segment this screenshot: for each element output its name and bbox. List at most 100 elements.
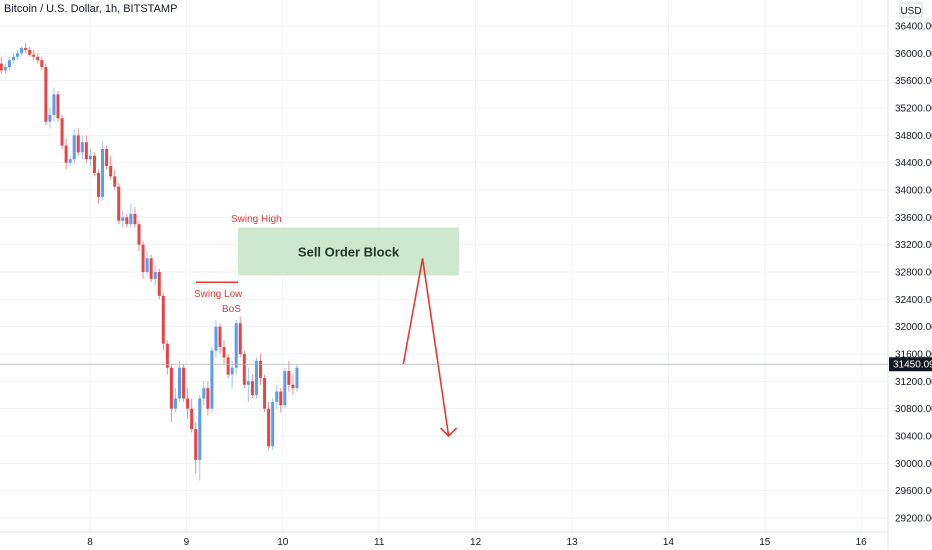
order-block-zone: Sell Order Block	[238, 227, 459, 276]
last-price-marker: 31450.09	[0, 357, 932, 372]
candle-body	[230, 367, 234, 375]
candle-body	[48, 114, 52, 122]
candle-body	[24, 47, 28, 50]
candle-body	[291, 384, 295, 389]
candle-body	[88, 155, 92, 160]
price-tick-label: 31200.00	[895, 377, 932, 388]
time-tick-label: 13	[566, 537, 578, 548]
swing-low-label: Swing Low	[194, 289, 243, 300]
candle-body	[186, 398, 190, 409]
price-tick-label: 30000.00	[895, 459, 932, 470]
candle-body	[198, 398, 202, 460]
candle-body	[182, 367, 186, 399]
candle-body	[206, 388, 210, 409]
candle-body	[72, 135, 76, 160]
price-tick-label: 33200.00	[895, 240, 932, 251]
candle-body	[44, 67, 48, 122]
candle-body	[165, 343, 169, 368]
price-tick-label: 32000.00	[895, 322, 932, 333]
candle-body	[214, 326, 218, 351]
candle-body	[11, 56, 15, 61]
candle-body	[129, 213, 133, 225]
candle-body	[137, 224, 141, 245]
candle-body	[263, 377, 267, 409]
candle-body	[222, 347, 226, 358]
candle-body	[250, 381, 254, 395]
price-tick-label: 32400.00	[895, 295, 932, 306]
last-price-badge	[889, 357, 932, 372]
candle-body	[101, 149, 105, 197]
candle-body	[287, 371, 291, 385]
candle-body	[20, 47, 24, 54]
currency-label: USD	[900, 6, 921, 17]
time-tick-label: 16	[856, 537, 868, 548]
swing-high-label: Swing High	[231, 214, 282, 225]
candle-body	[117, 186, 121, 221]
candle-body	[84, 142, 88, 160]
candle-body	[157, 272, 161, 296]
price-tick-label: 36000.00	[895, 49, 932, 60]
candle-body	[267, 408, 271, 447]
grid	[0, 0, 888, 532]
candle-body	[68, 159, 72, 163]
time-tick-label: 15	[759, 537, 771, 548]
candle-body	[0, 63, 3, 71]
price-tick-label: 34400.00	[895, 158, 932, 169]
candle-body	[259, 360, 263, 378]
candle-body	[28, 49, 32, 55]
candle-body	[295, 367, 299, 389]
price-tick-label: 30800.00	[895, 404, 932, 415]
time-tick-label: 8	[87, 537, 93, 548]
price-tick-label: 35200.00	[895, 104, 932, 115]
candle-body	[7, 60, 11, 67]
order-block-label: Sell Order Block	[298, 245, 400, 260]
annotations: Swing High Swing Low BoS	[194, 214, 458, 438]
projection-line	[402, 258, 450, 437]
candle-body	[238, 323, 242, 354]
price-tick-label: 34800.00	[895, 131, 932, 142]
order-block-rect	[238, 227, 459, 276]
last-price-label: 31450.09	[893, 360, 932, 371]
candle-body	[210, 350, 214, 409]
candle-body	[246, 381, 250, 385]
candle-body	[283, 371, 287, 406]
candle-body	[190, 408, 194, 430]
price-tick-label: 35600.00	[895, 76, 932, 87]
currency-badge[interactable]	[899, 2, 923, 18]
price-tick-label: 31600.00	[895, 350, 932, 361]
candle-body	[16, 53, 20, 57]
candle-body	[153, 272, 157, 279]
candle-body	[56, 94, 60, 119]
candle-body	[234, 323, 238, 368]
candle-body	[169, 367, 173, 409]
chart-title: Bitcoin / U.S. Dollar, 1h, BITSTAMP	[4, 3, 177, 15]
price-tick-label: 29200.00	[895, 514, 932, 525]
candle-body	[121, 217, 125, 221]
price-tick-label: 34000.00	[895, 186, 932, 197]
candle-body	[194, 429, 198, 460]
price-tick-label: 36400.00	[895, 22, 932, 33]
time-axis[interactable]: 8 9 10 11 12 13 14 15 16	[87, 537, 867, 548]
time-tick-label: 9	[184, 537, 190, 548]
candle-body	[113, 176, 117, 187]
candle-body	[254, 360, 258, 395]
projection-arrowhead	[440, 427, 458, 438]
price-axis[interactable]: 29200.00 29600.00 30000.00 30400.00 30800.00…	[895, 22, 932, 525]
candle-body	[275, 391, 279, 402]
candle-body	[80, 142, 84, 153]
candle-body	[279, 391, 283, 406]
candle-body	[133, 213, 137, 225]
time-tick-label: 14	[663, 537, 675, 548]
candle-body	[271, 401, 275, 447]
candle-body	[226, 357, 230, 375]
candles	[0, 43, 299, 481]
price-tick-label: 33600.00	[895, 213, 932, 224]
candle-body	[109, 166, 113, 177]
candle-body	[218, 326, 222, 348]
candle-body	[242, 354, 246, 385]
candle-body	[40, 60, 44, 67]
candle-body	[60, 118, 64, 146]
candle-body	[76, 135, 80, 153]
candle-body	[3, 67, 7, 71]
